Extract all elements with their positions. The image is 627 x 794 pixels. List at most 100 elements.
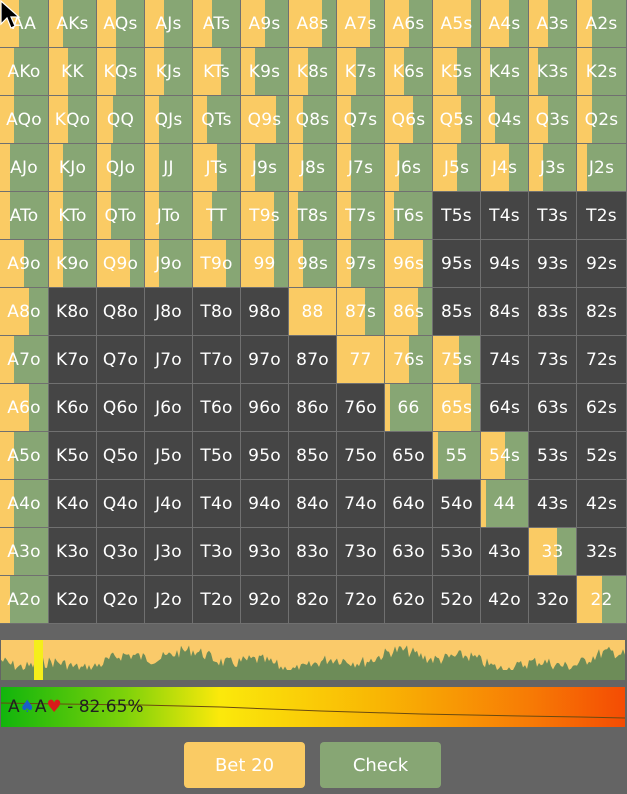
hand-cell[interactable]: A8s — [289, 0, 337, 48]
hand-cell[interactable]: K2s — [577, 48, 627, 96]
hand-cell[interactable]: 32o — [529, 576, 577, 624]
hand-cell[interactable]: J7s — [337, 144, 385, 192]
hand-cell[interactable]: T8s — [289, 192, 337, 240]
hand-cell[interactable]: AJo — [0, 144, 49, 192]
hand-cell[interactable]: J7o — [145, 336, 193, 384]
hand-cell[interactable]: K6s — [385, 48, 433, 96]
hand-cell[interactable]: K9o — [49, 240, 97, 288]
hand-cell[interactable]: 42o — [481, 576, 529, 624]
hand-cell[interactable]: 74s — [481, 336, 529, 384]
hand-cell[interactable]: 22 — [577, 576, 627, 624]
hand-cell[interactable]: Q8o — [97, 288, 145, 336]
hand-cell[interactable]: Q9o — [97, 240, 145, 288]
hand-cell[interactable]: 32s — [577, 528, 627, 576]
hand-cell[interactable]: 72s — [577, 336, 627, 384]
hand-cell[interactable]: K5o — [49, 432, 97, 480]
hand-cell[interactable]: QTs — [193, 96, 241, 144]
hand-cell[interactable]: 52s — [577, 432, 627, 480]
hand-cell[interactable]: 87s — [337, 288, 385, 336]
hand-cell[interactable]: T4s — [481, 192, 529, 240]
hand-cell[interactable]: 72o — [337, 576, 385, 624]
hand-cell[interactable]: T6o — [193, 384, 241, 432]
hand-cell[interactable]: 42s — [577, 480, 627, 528]
hand-cell[interactable]: K7s — [337, 48, 385, 96]
hand-cell[interactable]: 43s — [529, 480, 577, 528]
hand-cell[interactable]: 93s — [529, 240, 577, 288]
hand-cell[interactable]: AKo — [0, 48, 49, 96]
hand-cell[interactable]: 74o — [337, 480, 385, 528]
hand-cell[interactable]: 94s — [481, 240, 529, 288]
hand-cell[interactable]: J3s — [529, 144, 577, 192]
hand-cell[interactable]: Q9s — [241, 96, 289, 144]
hand-cell[interactable]: 97o — [241, 336, 289, 384]
hand-cell[interactable]: 73s — [529, 336, 577, 384]
hand-cell[interactable]: A6s — [385, 0, 433, 48]
hand-cell[interactable]: J8s — [289, 144, 337, 192]
hand-cell[interactable]: JJ — [145, 144, 193, 192]
bet-button[interactable]: Bet 20 — [184, 742, 305, 788]
hand-cell[interactable]: A7o — [0, 336, 49, 384]
hand-cell[interactable]: A2o — [0, 576, 49, 624]
hand-cell[interactable]: KK — [49, 48, 97, 96]
hand-cell[interactable]: T6s — [385, 192, 433, 240]
hand-cell[interactable]: J4o — [145, 480, 193, 528]
hand-cell[interactable]: T7o — [193, 336, 241, 384]
hand-cell[interactable]: 65s — [433, 384, 481, 432]
hand-cell[interactable]: T2s — [577, 192, 627, 240]
hand-cell[interactable]: K9s — [241, 48, 289, 96]
hand-cell[interactable]: AJs — [145, 0, 193, 48]
hand-cell[interactable]: 53s — [529, 432, 577, 480]
hand-cell[interactable]: J2o — [145, 576, 193, 624]
hand-cell[interactable]: 95o — [241, 432, 289, 480]
hand-cell[interactable]: 75o — [337, 432, 385, 480]
hand-cell[interactable]: T2o — [193, 576, 241, 624]
hand-cell[interactable]: J5s — [433, 144, 481, 192]
hand-cell[interactable]: A3o — [0, 528, 49, 576]
hand-cell[interactable]: 75s — [433, 336, 481, 384]
hand-cell[interactable]: K3s — [529, 48, 577, 96]
hand-cell[interactable]: K2o — [49, 576, 97, 624]
hand-cell[interactable]: 64o — [385, 480, 433, 528]
hand-cell[interactable]: 96o — [241, 384, 289, 432]
hand-cell[interactable]: 63o — [385, 528, 433, 576]
hand-cell[interactable]: ATs — [193, 0, 241, 48]
hand-cell[interactable]: K6o — [49, 384, 97, 432]
hand-cell[interactable]: A3s — [529, 0, 577, 48]
hand-cell[interactable]: Q3s — [529, 96, 577, 144]
hand-cell[interactable]: A9o — [0, 240, 49, 288]
hand-cell[interactable]: 33 — [529, 528, 577, 576]
hand-cell[interactable]: J9o — [145, 240, 193, 288]
hand-cell[interactable]: 84o — [289, 480, 337, 528]
hand-cell[interactable]: 65o — [385, 432, 433, 480]
hand-cell[interactable]: QQ — [97, 96, 145, 144]
hand-cell[interactable]: Q7s — [337, 96, 385, 144]
hand-cell[interactable]: KTs — [193, 48, 241, 96]
hand-cell[interactable]: 76o — [337, 384, 385, 432]
hand-cell[interactable]: Q8s — [289, 96, 337, 144]
hand-cell[interactable]: T8o — [193, 288, 241, 336]
hand-cell[interactable]: 55 — [433, 432, 481, 480]
hand-cell[interactable]: 54s — [481, 432, 529, 480]
hand-cell[interactable]: 96s — [385, 240, 433, 288]
hand-cell[interactable]: AQo — [0, 96, 49, 144]
hand-cell[interactable]: AQs — [97, 0, 145, 48]
hand-cell[interactable]: 44 — [481, 480, 529, 528]
hand-cell[interactable]: 92o — [241, 576, 289, 624]
hand-cell[interactable]: J6s — [385, 144, 433, 192]
hand-cell[interactable]: 66 — [385, 384, 433, 432]
hand-cell[interactable]: T7s — [337, 192, 385, 240]
hand-cell[interactable]: A6o — [0, 384, 49, 432]
hand-cell[interactable]: 83o — [289, 528, 337, 576]
hand-cell[interactable]: J5o — [145, 432, 193, 480]
hand-cell[interactable]: J6o — [145, 384, 193, 432]
hand-cell[interactable]: 88 — [289, 288, 337, 336]
hand-cell[interactable]: ATo — [0, 192, 49, 240]
hand-cell[interactable]: 77 — [337, 336, 385, 384]
hand-cell[interactable]: Q7o — [97, 336, 145, 384]
hand-cell[interactable]: Q4s — [481, 96, 529, 144]
hand-cell[interactable]: Q5s — [433, 96, 481, 144]
hand-cell[interactable]: Q2o — [97, 576, 145, 624]
hand-cell[interactable]: 95s — [433, 240, 481, 288]
hand-cell[interactable]: 83s — [529, 288, 577, 336]
hand-cell[interactable]: JTo — [145, 192, 193, 240]
